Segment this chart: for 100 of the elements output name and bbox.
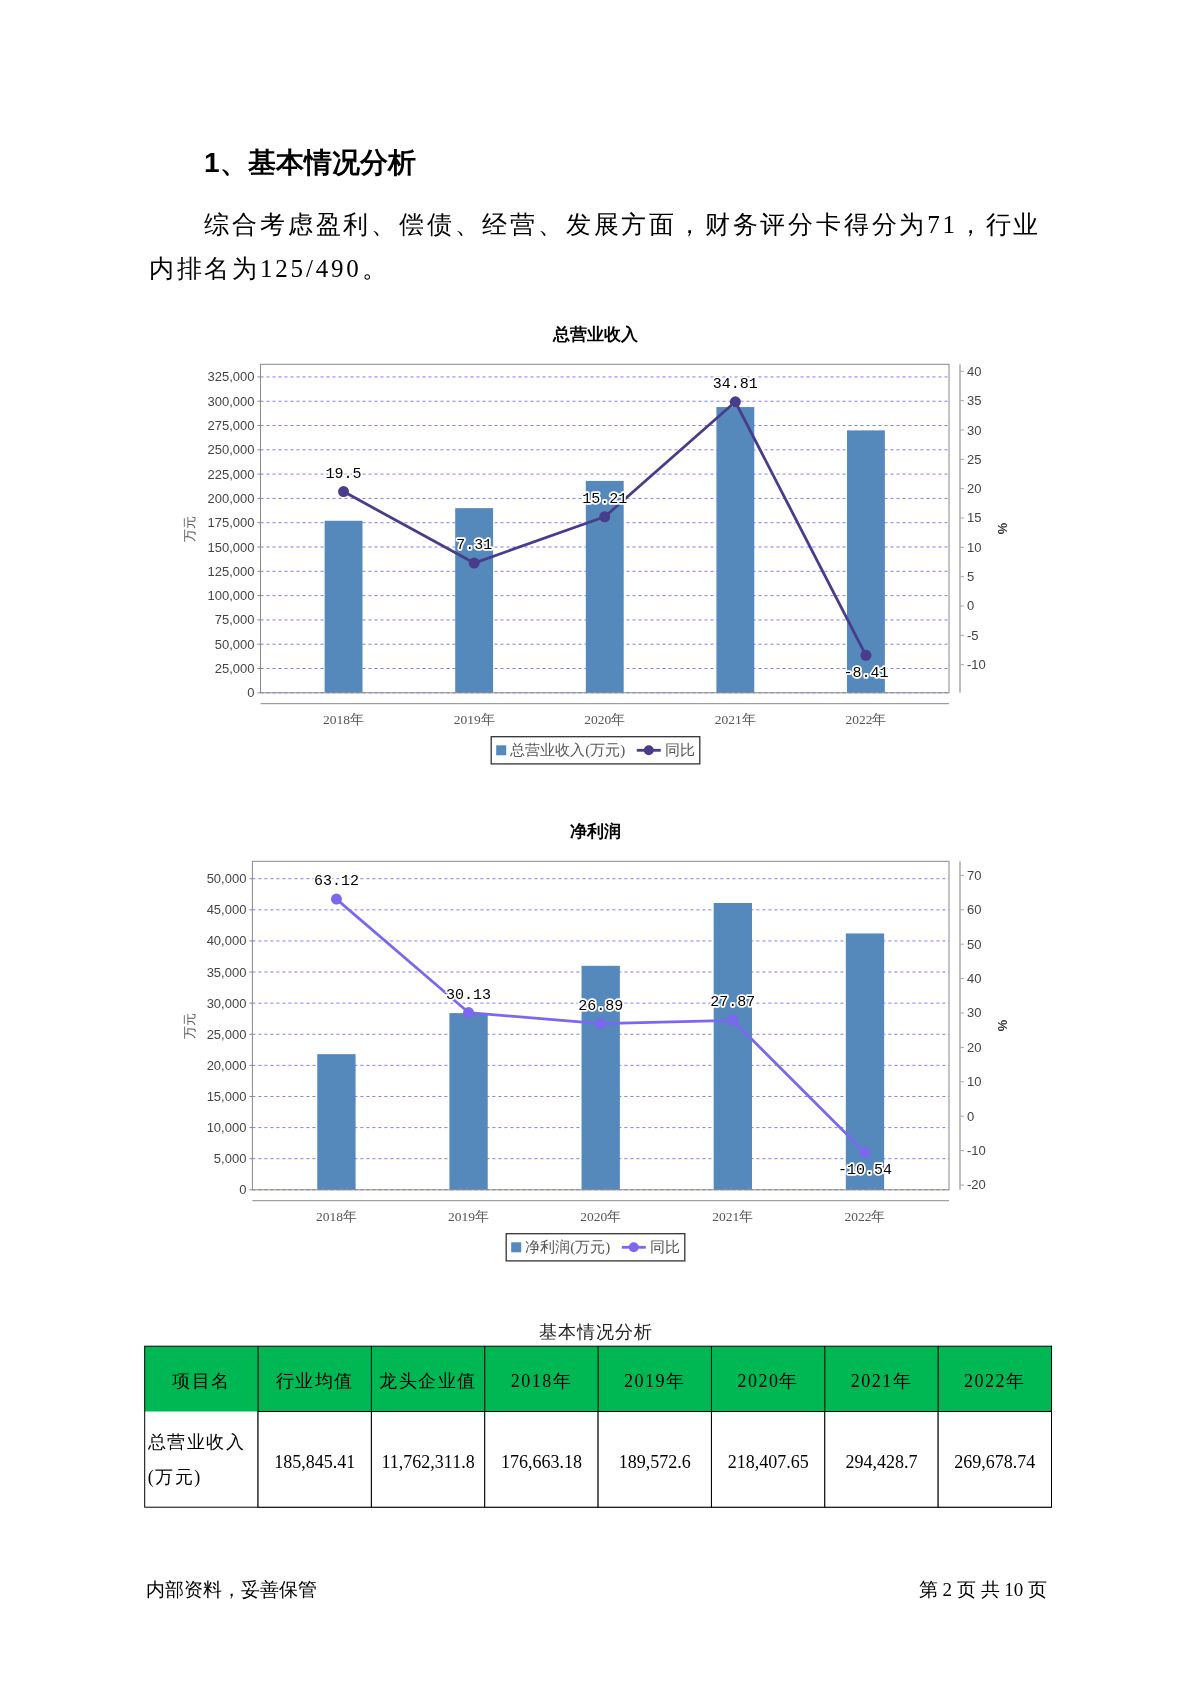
y2-axis-title: %: [994, 1019, 1010, 1032]
y-tick-label: 250,000: [207, 442, 255, 458]
y-tick-label: 175,000: [207, 515, 255, 531]
x-tick-label: 行业均值: [275, 1370, 354, 1391]
x-tick-label: 2021年: [714, 711, 756, 727]
y-tick-label: 50,000: [214, 636, 255, 652]
point: [338, 486, 350, 498]
y-tick-label: 20,000: [206, 1057, 247, 1073]
y2-tick-label: -10: [967, 1143, 986, 1159]
y2-tick-label: 30: [967, 1005, 982, 1021]
y-tick-label: 325,000: [207, 369, 255, 385]
bar: [449, 1013, 488, 1190]
y2-tick-label: 10: [967, 539, 982, 555]
x-tick-label: 2020年: [580, 1208, 622, 1224]
y-tick-label: 300,000: [207, 393, 255, 409]
y2-tick-label: 0: [967, 1108, 975, 1124]
y-tick-label: 45,000: [206, 902, 247, 918]
data-label: 176,663.18: [500, 1452, 582, 1473]
y-tick-label: 0: [239, 1182, 247, 1198]
data-label: 185,845.41: [274, 1452, 356, 1473]
bar: [324, 520, 363, 693]
y2-tick-label: -5: [967, 627, 979, 643]
y-tick-label: 100,000: [207, 588, 255, 604]
y2-tick-label: 15: [967, 510, 982, 526]
y-tick-label: 40,000: [206, 933, 247, 949]
y2-tick-label: 35: [967, 393, 982, 409]
point: [860, 649, 872, 661]
data-label: 19.5: [325, 465, 362, 483]
point: [463, 1007, 475, 1019]
y-tick-label: 25,000: [206, 1026, 247, 1042]
y2-tick-label: -10: [967, 657, 986, 673]
data-label: 11,762,311.8: [381, 1452, 475, 1473]
y-tick-label: 200,000: [207, 490, 255, 506]
x-tick-label: 2022年: [844, 1208, 886, 1224]
x-tick-label: 2021年: [712, 1208, 754, 1224]
point: [468, 557, 480, 569]
y2-tick-label: 50: [967, 936, 982, 952]
data-label: 34.81: [712, 375, 758, 393]
x-tick-label: 2022年: [964, 1370, 1026, 1391]
y-tick-label: 25,000: [214, 661, 255, 676]
x-tick-label: 2022年: [845, 711, 887, 727]
y2-tick-label: 20: [967, 481, 982, 497]
x-tick-label: 2019年: [624, 1370, 686, 1391]
x-tick-label: 龙头企业值: [379, 1370, 477, 1391]
chart-title: 总营业收入: [552, 324, 639, 344]
y2-tick-label: 25: [967, 451, 982, 467]
legend-label: 同比: [664, 742, 695, 759]
text: 1、基本情况分析: [204, 146, 416, 178]
y-axis-title: 万元: [181, 1012, 197, 1039]
data-label: 30.13: [446, 986, 492, 1004]
y-tick-label: 275,000: [207, 418, 255, 434]
legend-label: 净利润(万元): [525, 1239, 611, 1257]
x-tick-label: 2018年: [323, 711, 365, 727]
data-label: 7.31: [456, 537, 493, 555]
x-tick-label: 2019年: [448, 1208, 490, 1224]
bar: [713, 902, 752, 1190]
y-tick-label: 总营业收入(万元): [146, 1431, 246, 1488]
text: 第 2 页 共 10 页: [918, 1578, 1047, 1600]
chart-title: 基本情况分析: [538, 1321, 653, 1342]
y-tick-label: 30,000: [206, 995, 247, 1011]
legend-label: 总营业收入(万元): [509, 742, 626, 760]
y2-tick-label: 60: [967, 902, 982, 918]
point: [729, 396, 741, 408]
data-label: 218,407.65: [727, 1452, 809, 1473]
y2-tick-label: 40: [967, 971, 982, 987]
x-tick-label: 2018年: [510, 1370, 573, 1391]
x-tick-label: 2020年: [584, 711, 626, 727]
text: 综合考虑盈利、偿债、经营、发展方面，财务评分卡得分为71，行业内排名为125/490。: [148, 210, 1042, 282]
y-tick-label: 125,000: [207, 563, 255, 579]
bar: [716, 407, 755, 693]
point: [727, 1014, 739, 1026]
y-tick-label: 5,000: [213, 1151, 247, 1167]
x-tick-label: 2021年: [850, 1370, 913, 1391]
data-label: 63.12: [313, 873, 359, 891]
y-tick-label: 225,000: [207, 466, 255, 482]
y-tick-label: 0: [247, 685, 255, 701]
y2-tick-label: 5: [967, 569, 975, 585]
y-tick-label: 35,000: [206, 964, 247, 980]
data-label: 294,428.7: [845, 1452, 918, 1473]
point: [599, 511, 611, 523]
y-axis-title: 万元: [181, 515, 197, 542]
y2-tick-label: 40: [967, 363, 982, 379]
y-tick-label: 150,000: [207, 539, 255, 555]
y-tick-label: 10,000: [206, 1120, 247, 1136]
data-label: 269,678.74: [954, 1452, 1036, 1473]
chart-title: 净利润: [570, 821, 621, 841]
x-tick-label: 2019年: [453, 711, 495, 727]
point: [859, 1146, 871, 1158]
point: [330, 893, 342, 905]
y2-axis-title: %: [994, 522, 1010, 535]
text: 内部资料，妥善保管: [145, 1578, 317, 1600]
y-tick-label: 15,000: [206, 1088, 247, 1104]
y2-tick-label: 0: [967, 598, 975, 614]
y2-tick-label: 20: [967, 1039, 982, 1055]
y2-tick-label: 30: [967, 422, 982, 438]
y2-tick-label: 10: [967, 1074, 982, 1090]
bar: [317, 1054, 356, 1190]
x-tick-label: 2018年: [315, 1208, 357, 1224]
y2-tick-label: -20: [967, 1177, 986, 1193]
legend-label: 同比: [649, 1239, 680, 1256]
